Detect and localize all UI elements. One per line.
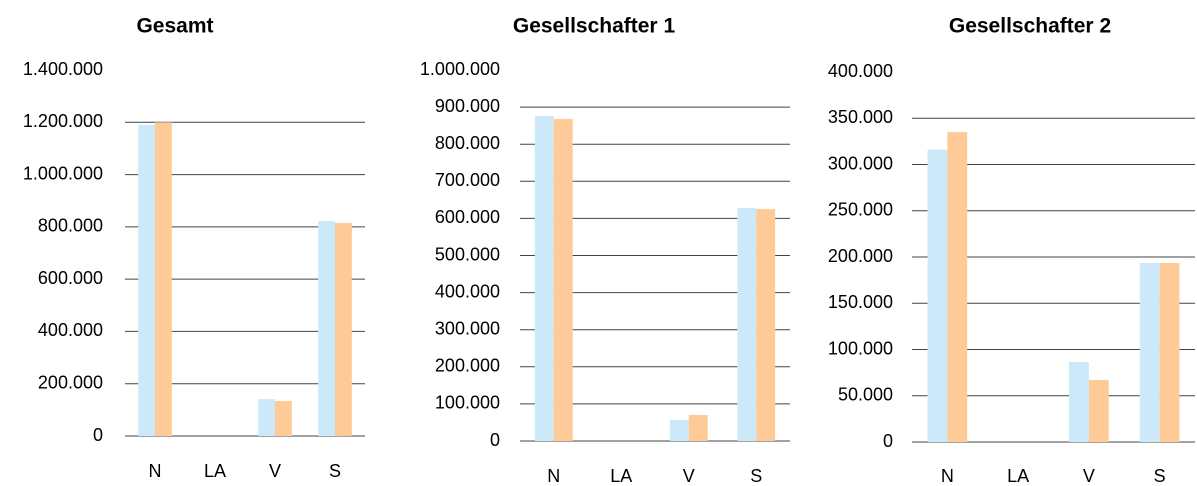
x-tick-label: N <box>941 466 954 486</box>
y-tick-label: 250.000 <box>828 200 893 220</box>
bar <box>335 222 352 436</box>
bar <box>258 399 275 436</box>
x-tick-label: V <box>1083 466 1095 486</box>
y-tick-label: 100.000 <box>435 393 500 413</box>
chart-title: Gesamt <box>136 15 213 38</box>
y-tick-label: 150.000 <box>828 292 893 312</box>
x-tick-label: V <box>269 461 281 481</box>
y-tick-label: 900.000 <box>435 96 500 116</box>
y-tick-label: 200.000 <box>435 356 500 376</box>
bar <box>688 415 708 441</box>
y-tick-label: 200.000 <box>38 372 103 392</box>
chart-title: Gesellschafter 1 <box>513 15 676 38</box>
x-tick-label: S <box>1154 466 1166 486</box>
x-tick-label: N <box>149 461 162 481</box>
bar <box>318 221 335 436</box>
bar <box>1159 263 1180 442</box>
y-tick-label: 100.000 <box>828 338 893 358</box>
y-tick-label: 0 <box>883 431 893 451</box>
x-tick-label: S <box>750 466 762 486</box>
bar <box>553 118 573 442</box>
x-tick-label: N <box>547 466 560 486</box>
bar <box>669 419 689 441</box>
y-tick-label: 400.000 <box>38 320 103 340</box>
bar <box>534 116 554 441</box>
bar <box>1088 380 1109 442</box>
y-tick-label: 500.000 <box>435 244 500 264</box>
y-tick-label: 1.400.000 <box>23 59 103 79</box>
y-tick-label: 800.000 <box>435 133 500 153</box>
bar <box>1139 263 1160 442</box>
y-tick-label: 300.000 <box>435 318 500 338</box>
y-tick-label: 1.000.000 <box>420 59 500 79</box>
x-tick-label: V <box>683 466 695 486</box>
y-tick-label: 600.000 <box>435 207 500 227</box>
bar <box>138 124 155 437</box>
y-tick-label: 0 <box>490 430 500 450</box>
y-tick-label: 600.000 <box>38 268 103 288</box>
y-tick-label: 0 <box>93 425 103 445</box>
chart-title: Gesellschafter 2 <box>949 15 1111 38</box>
bar <box>275 400 292 436</box>
y-tick-label: 1.200.000 <box>23 111 103 131</box>
x-tick-label: LA <box>204 461 226 481</box>
bar <box>1069 361 1089 442</box>
x-tick-label: LA <box>610 466 632 486</box>
y-tick-label: 400.000 <box>435 281 500 301</box>
bar <box>737 208 757 441</box>
x-tick-label: S <box>329 461 341 481</box>
bar <box>756 209 776 441</box>
bar <box>155 122 172 437</box>
y-tick-label: 350.000 <box>828 107 893 127</box>
y-tick-label: 200.000 <box>828 246 893 266</box>
y-tick-label: 800.000 <box>38 216 103 236</box>
y-tick-label: 700.000 <box>435 170 500 190</box>
y-tick-label: 300.000 <box>828 153 893 173</box>
y-tick-label: 50.000 <box>838 385 893 405</box>
y-tick-label: 1.000.000 <box>23 163 103 183</box>
x-tick-label: LA <box>1007 466 1029 486</box>
bar <box>927 149 948 442</box>
y-tick-label: 400.000 <box>828 61 893 81</box>
bar <box>947 132 968 442</box>
